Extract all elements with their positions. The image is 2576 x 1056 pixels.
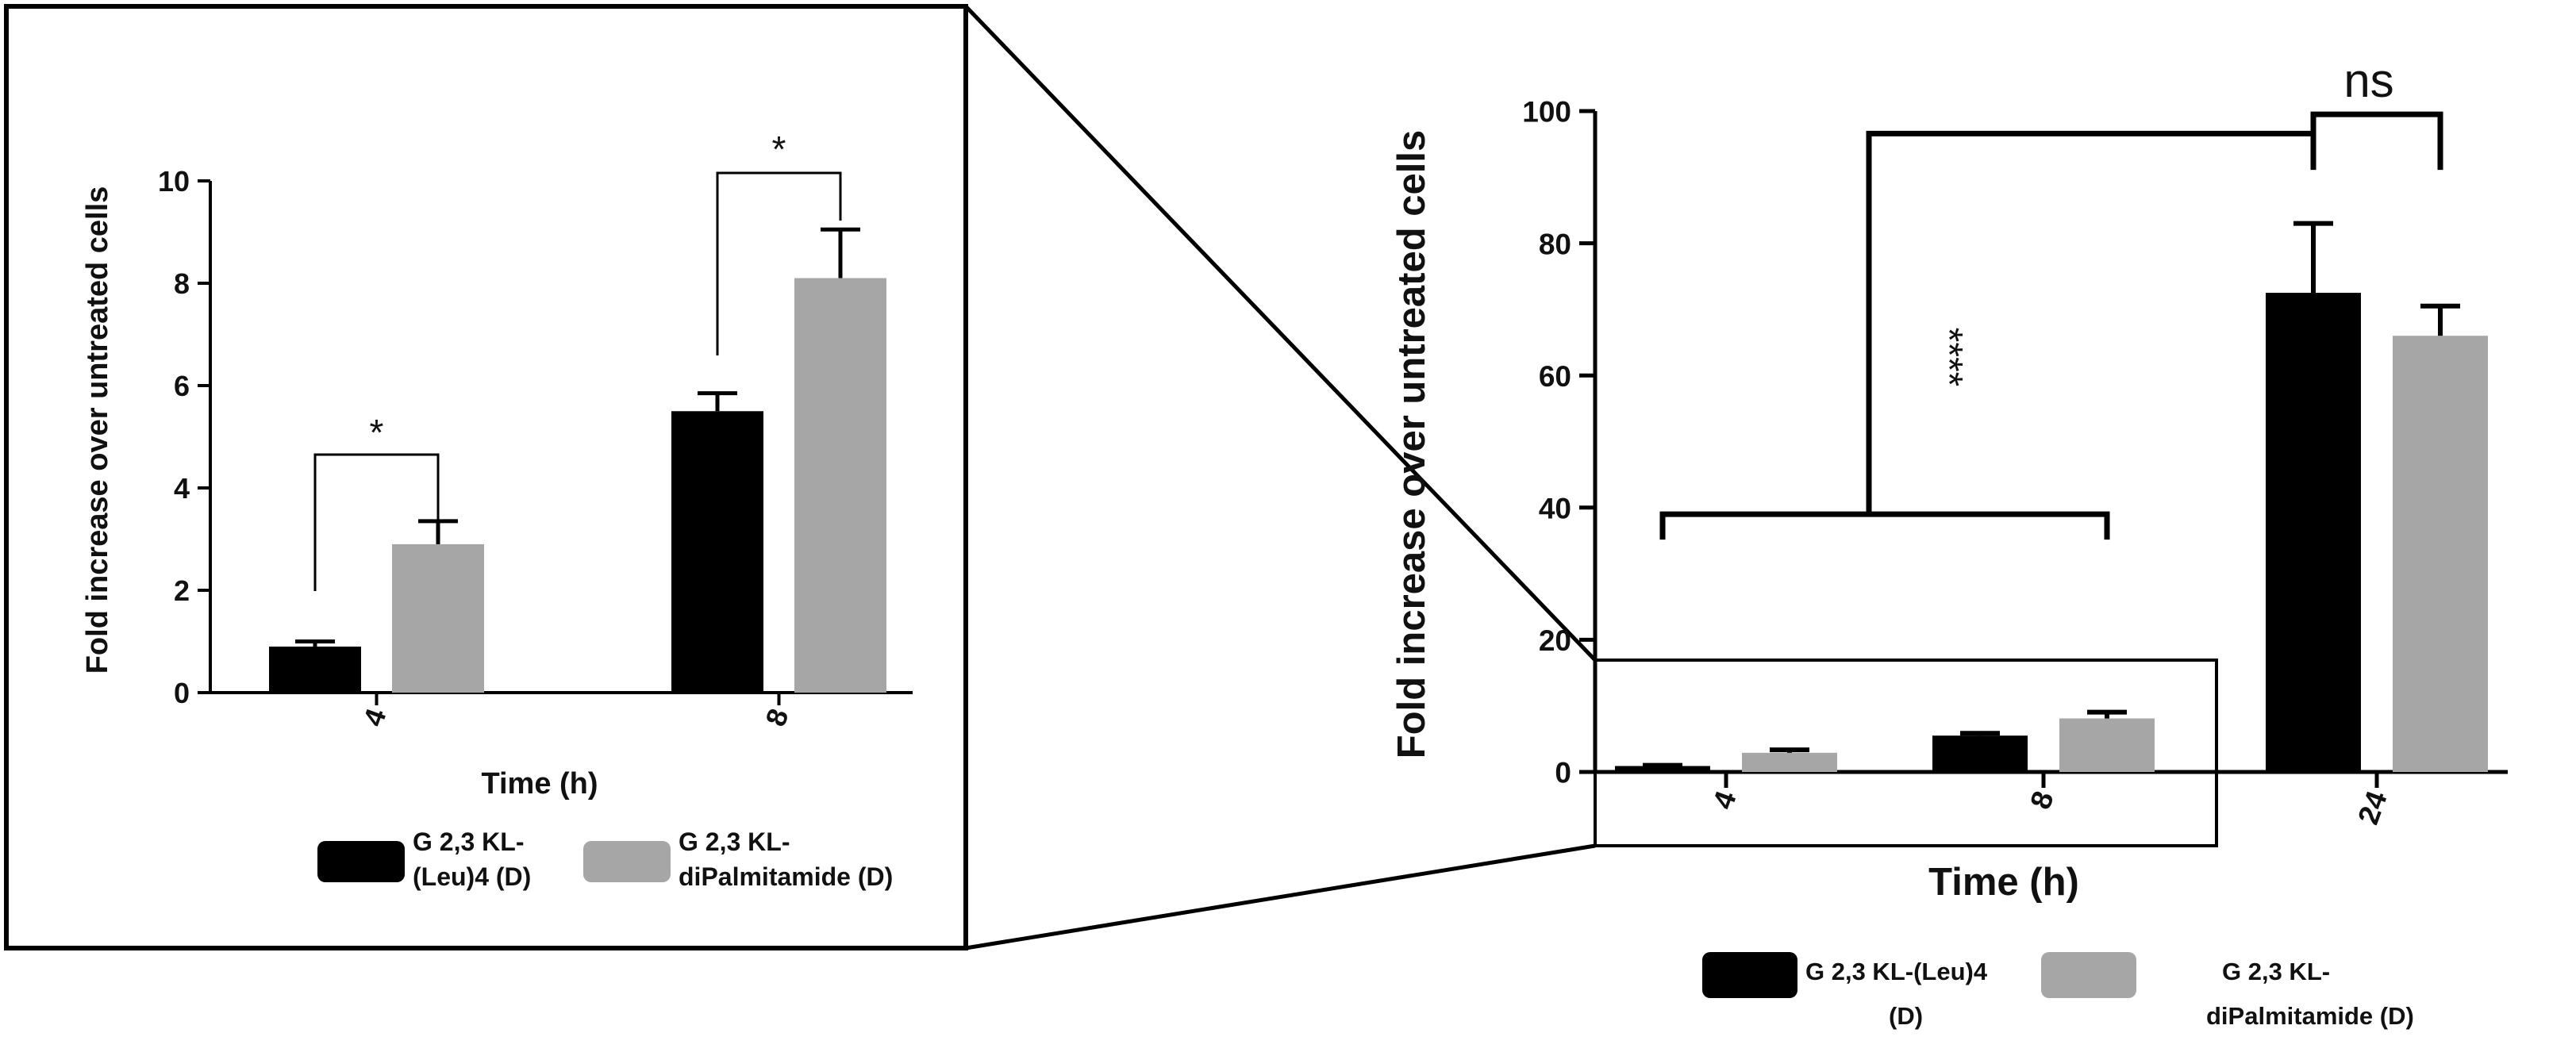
inset-chart: 0 2 4 6 8 10 4 8 * * Fold increase over untreat… [4, 4, 968, 950]
x-tick-label: 8 [759, 705, 794, 731]
significance-bracket [313, 453, 440, 591]
y-tick-label: 60 [1539, 360, 1571, 393]
y-tick-label: 20 [1539, 624, 1571, 657]
y-tick-label: 80 [1539, 228, 1571, 260]
legend-label: (Leu)4 (D) [413, 862, 531, 891]
significance-label: * [772, 129, 786, 170]
legend-label: G 2,3 KL- [413, 828, 524, 856]
y-tick-label: 6 [174, 370, 190, 402]
significance-bracket [1866, 130, 2316, 515]
significance-bracket [716, 171, 842, 355]
significance-label: * [370, 412, 384, 453]
bar [671, 411, 763, 693]
bar [392, 543, 484, 693]
main-chart: 0 20 40 60 80 100 4 8 24 **** ns Fold increase o… [1390, 54, 2508, 1030]
y-tick-label: 100 [1522, 96, 1571, 129]
significance-bracket [1659, 511, 2110, 540]
bar [1615, 766, 1710, 772]
inset-x-axis-label: Time (h) [481, 767, 598, 801]
bar [794, 278, 886, 693]
bar [1932, 735, 2028, 772]
legend-label: G 2,3 KL- [679, 828, 790, 856]
y-tick-label: 0 [174, 677, 190, 709]
x-tick-label: 24 [2351, 786, 2393, 828]
legend-swatch [1702, 952, 1797, 998]
y-tick-label: 8 [174, 267, 190, 300]
significance-label: ns [2343, 54, 2393, 107]
inset-y-axis-label: Fold increase over untreated cells [81, 186, 114, 674]
main-y-axis-label: Fold increase over untreated cells [1390, 130, 1433, 758]
y-tick-label: 4 [174, 472, 190, 505]
legend-label: diPalmitamide (D) [2206, 1002, 2414, 1030]
legend-label: diPalmitamide (D) [679, 862, 893, 891]
y-tick-label: 40 [1539, 492, 1571, 524]
legend-swatch [2041, 952, 2136, 998]
zoom-line-bottom [965, 843, 1596, 950]
x-tick-label: 4 [1706, 786, 1743, 813]
bar [269, 646, 361, 693]
y-tick-label: 0 [1555, 757, 1571, 789]
inset-frame [4, 4, 968, 950]
zoom-line-top [964, 5, 1597, 662]
legend-swatch [317, 841, 405, 882]
x-tick-label: 4 [356, 705, 392, 731]
x-tick-label: 8 [2024, 787, 2060, 813]
main-x-axis-label: Time (h) [1928, 861, 2079, 904]
significance-label: **** [1928, 328, 1970, 387]
legend-label: G 2,3 KL- [2222, 958, 2330, 985]
bar [2059, 718, 2155, 772]
bar [2393, 336, 2488, 773]
legend-label: G 2,3 KL-(Leu)4 [1805, 958, 1988, 985]
legend-label: (D) [1889, 1002, 1923, 1030]
bar [1742, 752, 1837, 772]
y-tick-label: 2 [174, 574, 190, 607]
significance-bracket [2310, 111, 2443, 171]
legend-swatch [583, 841, 671, 882]
y-tick-label: 10 [158, 165, 190, 198]
bar [2266, 293, 2361, 772]
